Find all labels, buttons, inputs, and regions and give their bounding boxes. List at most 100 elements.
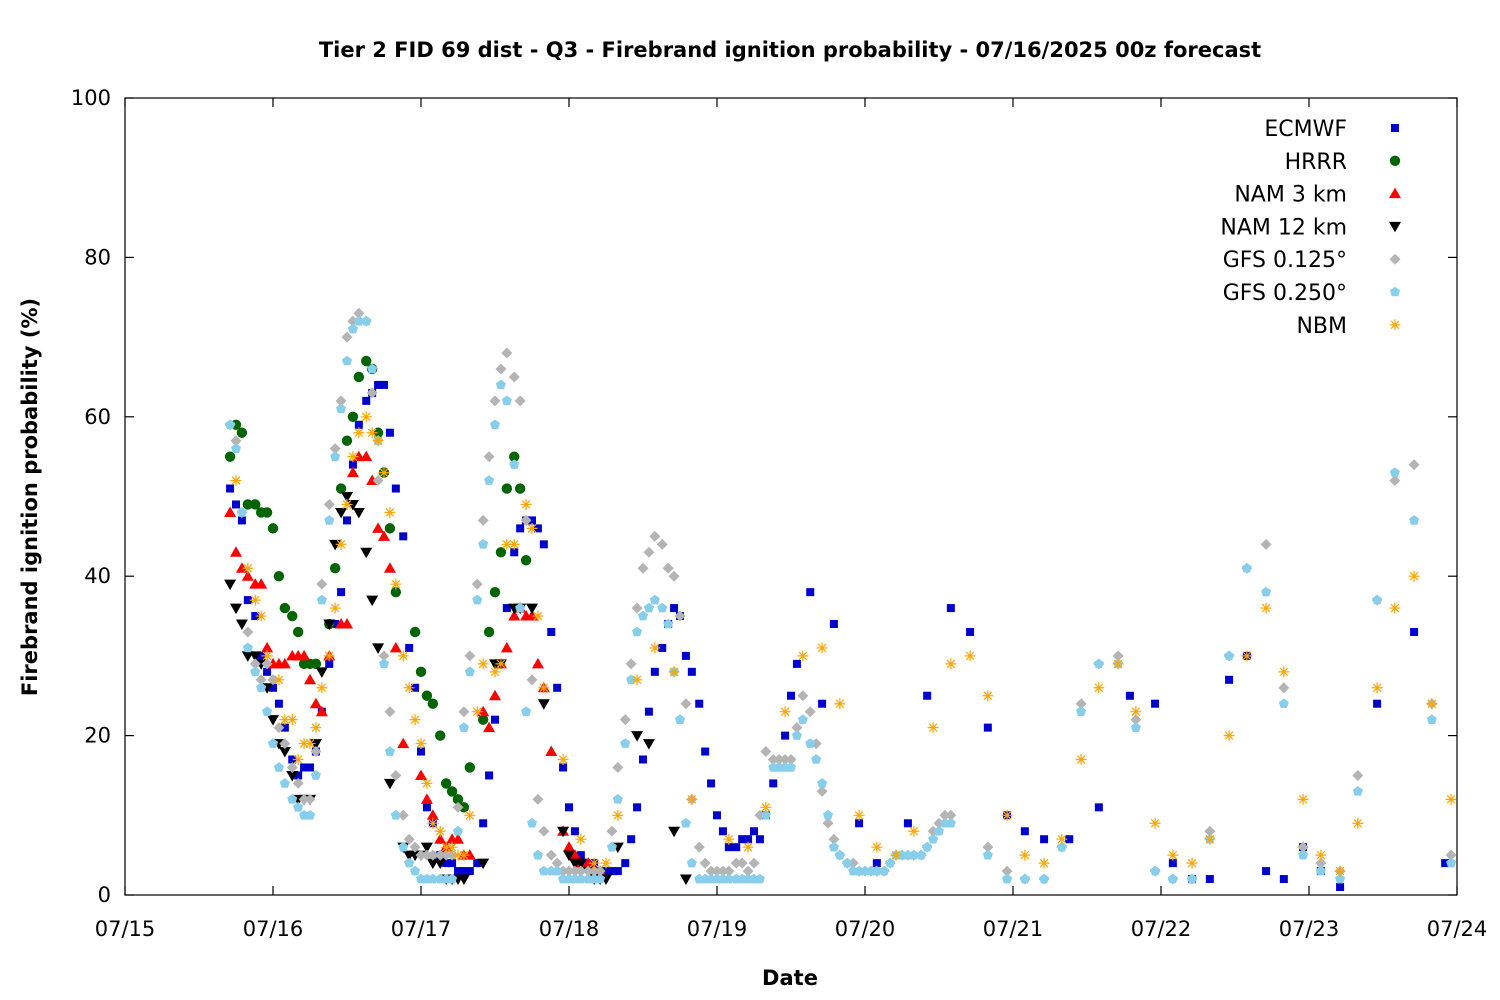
data-point-nbm <box>526 522 538 534</box>
data-point-ecmwf <box>732 843 741 852</box>
data-point-nam-3-km <box>526 610 538 621</box>
data-point-hrrr <box>279 602 291 614</box>
data-point-nbm <box>458 849 470 861</box>
data-point-nbm <box>1112 658 1124 670</box>
data-point-ecmwf <box>713 811 721 820</box>
x-tick-label: 07/23 <box>1279 917 1340 941</box>
x-tick-label: 07/17 <box>391 917 452 941</box>
data-point-gfs-0-250 <box>606 841 617 852</box>
legend-marker-gfs-0-250 <box>1389 286 1401 297</box>
data-point-hrrr <box>267 523 279 534</box>
data-point-nbm <box>427 817 439 829</box>
legend: ECMWF HRRR NAM 3 km NAM 12 km GFS 0.125° GFS … <box>1220 117 1401 339</box>
data-point-gfs-0-125 <box>273 722 285 734</box>
legend-label-gfs-0-250: GFS 0.250° <box>1223 281 1347 306</box>
data-point-hrrr <box>273 571 285 582</box>
data-point-gfs-0-250 <box>822 810 834 820</box>
data-point-gfs-0-125 <box>705 865 717 877</box>
data-point-ecmwf <box>399 532 408 541</box>
data-point-hrrr <box>236 427 248 438</box>
data-point-nbm <box>495 658 507 670</box>
data-point-ecmwf <box>903 819 912 828</box>
data-point-gfs-0-250 <box>945 817 956 828</box>
data-point-gfs-0-250 <box>330 451 341 461</box>
data-point-ecmwf <box>237 516 246 525</box>
data-point-hrrr <box>287 610 298 622</box>
data-point-nam-3-km <box>420 793 433 804</box>
data-point-hrrr <box>361 355 372 367</box>
data-point-nam-3-km <box>568 849 581 860</box>
data-point-ecmwf <box>769 779 778 788</box>
data-point-ecmwf <box>405 643 414 652</box>
data-point-nbm <box>1038 857 1050 869</box>
data-point-nam-3-km <box>341 618 353 629</box>
data-point-nam-12-km <box>346 499 359 511</box>
data-point-hrrr <box>335 483 347 494</box>
data-point-gfs-0-250 <box>532 849 543 860</box>
data-point-nbm <box>834 698 846 710</box>
data-point-hrrr <box>310 658 322 670</box>
data-point-ecmwf <box>983 723 992 732</box>
data-point-ecmwf <box>374 380 383 389</box>
data-point-nam-3-km <box>346 466 359 478</box>
data-point-nbm <box>230 475 242 487</box>
data-point-nbm <box>261 650 273 662</box>
data-point-ecmwf <box>724 843 733 852</box>
data-point-gfs-0-250 <box>928 833 939 844</box>
data-point-nam-12-km <box>434 858 447 870</box>
data-point-ecmwf <box>380 380 388 389</box>
data-point-gfs-0-250 <box>797 714 808 724</box>
data-point-nbm <box>390 578 402 590</box>
data-point-hrrr <box>415 666 427 678</box>
data-point-nbm <box>335 538 347 550</box>
data-point-ecmwf <box>1151 699 1160 708</box>
data-point-gfs-0-250 <box>1093 658 1104 669</box>
data-point-nam-12-km <box>329 539 342 551</box>
data-point-gfs-0-125 <box>501 347 513 359</box>
data-point-nbm <box>532 610 544 622</box>
data-point-gfs-0-125 <box>415 849 427 861</box>
data-point-gfs-0-125 <box>563 865 575 877</box>
data-point-gfs-0-250 <box>347 323 358 334</box>
series-nam-3-km <box>224 450 607 876</box>
data-point-gfs-0-125 <box>477 514 489 526</box>
data-point-hrrr <box>495 547 507 558</box>
data-point-gfs-0-125 <box>606 825 618 837</box>
data-point-gfs-0-125 <box>680 698 692 710</box>
series-nbm <box>230 411 1457 877</box>
data-point-gfs-0-250 <box>1315 865 1326 876</box>
data-point-nbm <box>927 722 939 734</box>
data-point-gfs-0-125 <box>526 674 538 686</box>
data-point-nbm <box>360 411 372 423</box>
data-point-nam-12-km <box>360 547 373 559</box>
data-point-nam-12-km <box>420 842 433 854</box>
data-point-nbm <box>1352 817 1364 829</box>
data-point-nbm <box>446 841 458 853</box>
data-point-nam-12-km <box>309 739 322 750</box>
data-point-nbm <box>520 498 532 510</box>
data-point-ecmwf <box>411 683 420 692</box>
data-point-gfs-0-125 <box>1278 682 1290 694</box>
data-point-gfs-0-125 <box>483 451 495 463</box>
data-point-gfs-0-250 <box>552 865 563 876</box>
data-point-gfs-0-250 <box>1019 873 1030 884</box>
data-point-gfs-0-125 <box>440 849 452 861</box>
data-point-gfs-0-125 <box>674 610 686 622</box>
data-point-gfs-0-250 <box>834 849 845 860</box>
data-point-ecmwf <box>385 428 394 437</box>
data-point-nbm <box>945 658 957 670</box>
data-point-gfs-0-125 <box>1075 698 1087 710</box>
data-point-ecmwf <box>644 707 653 716</box>
data-point-gfs-0-125 <box>649 530 661 542</box>
data-point-nbm <box>1019 849 1031 861</box>
data-point-gfs-0-125 <box>323 498 335 510</box>
data-point-ecmwf <box>613 867 622 876</box>
data-point-nbm <box>1408 570 1420 582</box>
data-point-gfs-0-125 <box>588 865 600 877</box>
data-point-nbm <box>1426 698 1438 710</box>
data-point-gfs-0-125 <box>625 658 637 670</box>
data-point-nbm <box>1445 793 1457 805</box>
data-point-nbm <box>557 754 569 766</box>
x-tick-label: 07/21 <box>983 917 1044 941</box>
legend-label-nam-3-km: NAM 3 km <box>1234 183 1347 208</box>
